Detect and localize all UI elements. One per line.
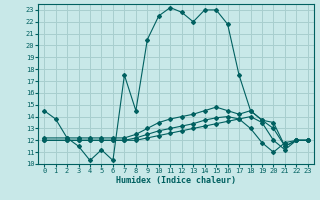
X-axis label: Humidex (Indice chaleur): Humidex (Indice chaleur) [116, 176, 236, 185]
